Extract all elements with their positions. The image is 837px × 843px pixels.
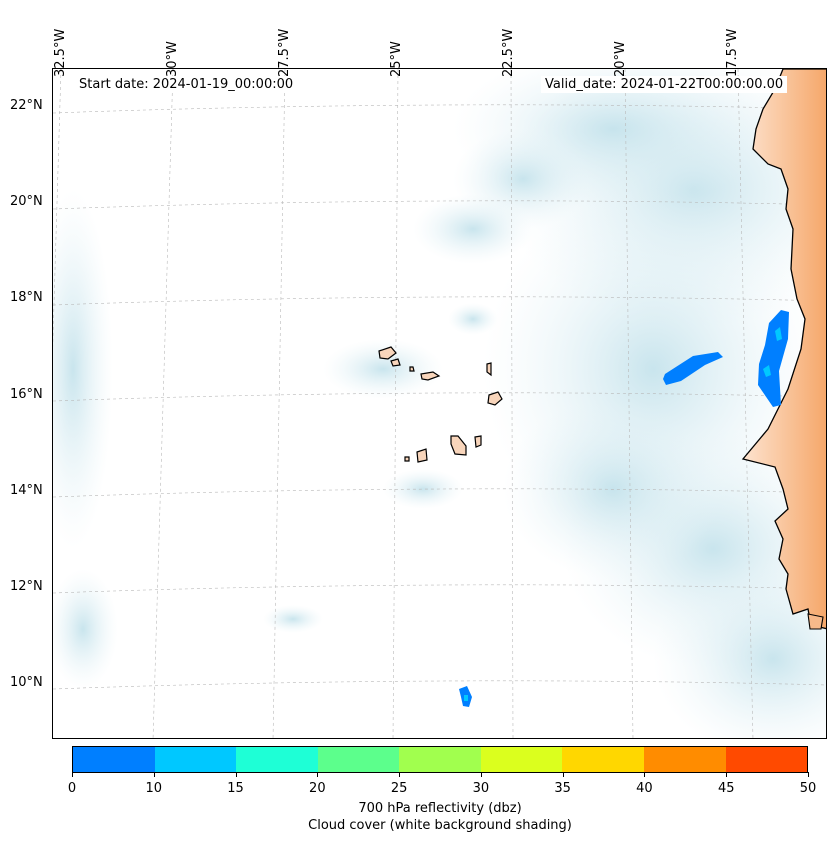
colorbar-segment bbox=[643, 747, 726, 772]
start-date-label: Start date: 2024-01-19_00:00:00 bbox=[75, 76, 298, 93]
longitude-label: 27.5°W bbox=[277, 28, 292, 77]
reflectivity-cells bbox=[459, 310, 789, 707]
colorbar-segment bbox=[154, 747, 237, 772]
map-canvas bbox=[53, 69, 826, 738]
colorbar-tick-mark bbox=[726, 772, 728, 777]
colorbar-tick-label: 10 bbox=[145, 781, 163, 796]
colorbar-tick-label: 50 bbox=[799, 781, 817, 796]
colorbar-segment bbox=[236, 747, 318, 772]
colorbar-tick-label: 30 bbox=[472, 781, 490, 796]
colorbar-tick-label: 0 bbox=[67, 781, 77, 796]
latitude-label: 20°N bbox=[10, 194, 43, 209]
map-panel bbox=[52, 68, 827, 739]
colorbar-tick-mark bbox=[235, 772, 237, 777]
colorbar-title: 700 hPa reflectivity (dbz) bbox=[358, 801, 522, 816]
latitude-label: 12°N bbox=[10, 579, 43, 594]
valid-date-label: Valid_date: 2024-01-22T00:00:00.00 bbox=[541, 76, 788, 93]
longitude-label: 20°W bbox=[613, 41, 628, 77]
longitude-label: 22.5°W bbox=[501, 28, 516, 77]
longitude-label: 25°W bbox=[389, 41, 404, 77]
colorbar-tick-label: 20 bbox=[309, 781, 326, 796]
colorbar-tick-mark bbox=[317, 772, 319, 777]
colorbar-subtitle: Cloud cover (white background shading) bbox=[308, 818, 572, 833]
colorbar-tick-mark bbox=[562, 772, 564, 777]
latitude-label: 22°N bbox=[10, 98, 43, 113]
colorbar-tick-label: 25 bbox=[390, 781, 408, 796]
graticule bbox=[53, 69, 826, 738]
coast-islands bbox=[807, 613, 824, 630]
colorbar-tick-mark bbox=[480, 772, 482, 777]
latitude-label: 10°N bbox=[10, 675, 43, 690]
colorbar-tick-label: 45 bbox=[717, 781, 735, 796]
colorbar-segment bbox=[317, 747, 400, 772]
longitude-label: 30°W bbox=[165, 41, 180, 77]
colorbar-segment bbox=[480, 747, 563, 772]
colorbar-tick-mark bbox=[644, 772, 646, 777]
colorbar-tick-label: 40 bbox=[636, 781, 653, 796]
latitude-label: 14°N bbox=[10, 483, 43, 498]
colorbar-tick-mark bbox=[808, 772, 809, 777]
colorbar-tick-mark bbox=[153, 772, 155, 777]
colorbar-tick-label: 15 bbox=[227, 781, 244, 796]
colorbar-tick-mark bbox=[72, 772, 73, 777]
colorbar-tick-label: 35 bbox=[554, 781, 571, 796]
latitude-label: 16°N bbox=[10, 387, 43, 402]
longitude-label: 32.5°W bbox=[53, 28, 68, 77]
latitude-label: 18°N bbox=[10, 290, 43, 305]
cloud-cover-shading bbox=[53, 69, 826, 738]
cape-verde-islands bbox=[378, 346, 503, 463]
colorbar-tick-mark bbox=[399, 772, 401, 777]
colorbar bbox=[72, 746, 808, 773]
colorbar-segment bbox=[399, 747, 481, 772]
colorbar-segment bbox=[73, 747, 155, 772]
africa-coastline bbox=[741, 69, 826, 630]
colorbar-segment bbox=[725, 747, 808, 772]
colorbar-segment bbox=[562, 747, 644, 772]
longitude-label: 17.5°W bbox=[725, 28, 740, 77]
